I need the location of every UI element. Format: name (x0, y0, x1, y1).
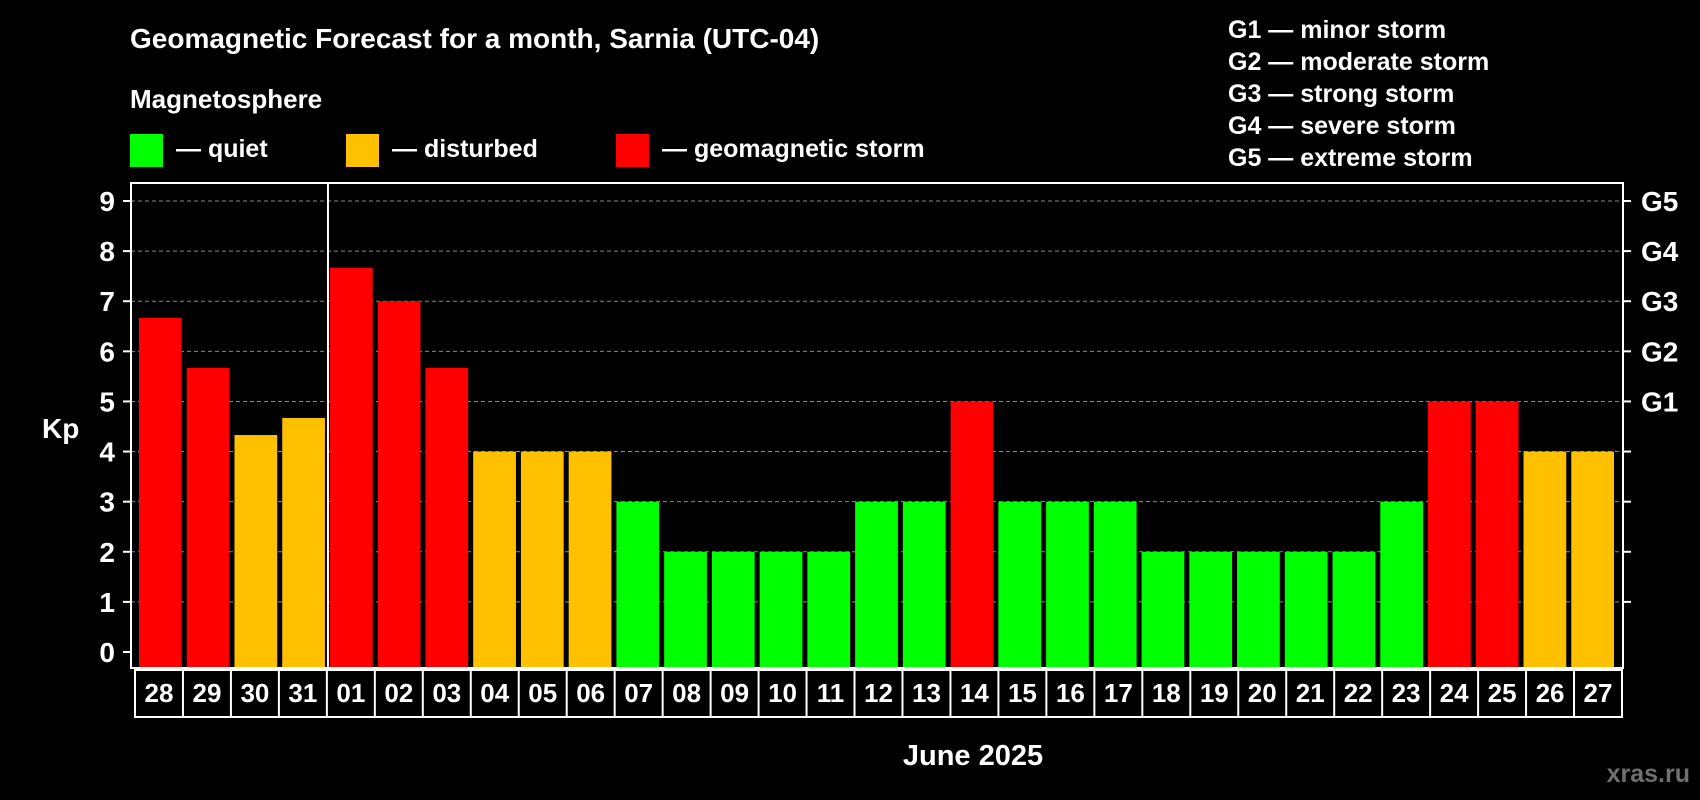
bar-27 (1571, 451, 1614, 668)
x-tick-label-26: 26 (1536, 678, 1565, 708)
legend-label-storm: — geomagnetic storm (662, 135, 925, 163)
y-tick-label-1: 1 (99, 587, 115, 618)
legend: — quiet — disturbed — geomagnetic storm (130, 134, 925, 167)
x-tick-label-17: 17 (1104, 678, 1133, 708)
x-tick-label-22: 22 (1344, 678, 1373, 708)
x-tick-label-16: 16 (1056, 678, 1085, 708)
bar-05 (520, 451, 564, 668)
x-tick-label-24: 24 (1440, 678, 1469, 708)
y-tick-label-8: 8 (99, 236, 115, 267)
x-tick-label-13: 13 (912, 678, 941, 708)
right-tick-label-G3: G3 (1641, 286, 1678, 317)
bar-09 (711, 551, 755, 668)
bar-04 (473, 451, 516, 668)
right-tick-label-G4: G4 (1641, 236, 1679, 267)
storm-scale-g4: G4 — severe storm (1228, 112, 1456, 140)
y-tick-label-5: 5 (99, 386, 115, 417)
x-tick-label-27: 27 (1584, 678, 1613, 708)
x-tick-label-02: 02 (384, 678, 413, 708)
x-tick-label-19: 19 (1200, 678, 1229, 708)
legend-swatch-storm (616, 134, 649, 167)
bar-22 (1332, 551, 1376, 668)
watermark: xras.ru (1607, 760, 1690, 788)
chart-title: Geomagnetic Forecast for a month, Sarnia… (130, 23, 819, 54)
x-tick-label-14: 14 (960, 678, 989, 708)
x-tick-label-20: 20 (1248, 678, 1277, 708)
legend-title: Magnetosphere (130, 84, 322, 114)
y-tick-label-9: 9 (99, 186, 115, 217)
bar-13 (902, 501, 946, 668)
bar-18 (1141, 551, 1185, 668)
bar-14 (950, 401, 994, 668)
x-tick-label-31: 31 (288, 678, 317, 708)
bar-06 (568, 451, 612, 668)
x-tick-label-29: 29 (192, 678, 221, 708)
x-tick-label-09: 09 (720, 678, 749, 708)
bar-31 (282, 417, 325, 668)
bar-15 (998, 501, 1042, 668)
legend-swatch-quiet (130, 134, 163, 167)
storm-scale-g5: G5 — extreme storm (1228, 144, 1473, 172)
bar-12 (855, 501, 898, 668)
x-tick-label-10: 10 (768, 678, 797, 708)
y-axis-label: Kp (42, 413, 79, 444)
bar-28 (139, 317, 182, 668)
x-tick-label-08: 08 (672, 678, 701, 708)
y-tick-label-0: 0 (99, 637, 115, 668)
plot-frame (130, 182, 1624, 669)
x-tick-label-01: 01 (336, 678, 365, 708)
y-tick-label-7: 7 (99, 286, 115, 317)
legend-swatch-disturbed (346, 134, 379, 167)
bar-30 (234, 435, 278, 668)
storm-scale-legend: G1 — minor storm G2 — moderate storm G3 … (1228, 16, 1489, 172)
bar-11 (807, 551, 851, 668)
bar-07 (616, 501, 660, 668)
bar-10 (759, 551, 803, 668)
x-tick-label-25: 25 (1488, 678, 1517, 708)
right-tick-label-G2: G2 (1641, 336, 1678, 367)
bar-29 (186, 367, 230, 668)
right-tick-label-G5: G5 (1641, 186, 1678, 217)
x-tick-label-12: 12 (864, 678, 893, 708)
x-tick-label-23: 23 (1392, 678, 1421, 708)
date-box-frame (134, 669, 1623, 718)
x-tick-label-07: 07 (624, 678, 653, 708)
x-tick-label-28: 28 (145, 678, 174, 708)
y-tick-label-6: 6 (99, 336, 115, 367)
x-tick-label-03: 03 (432, 678, 461, 708)
bar-08 (664, 551, 707, 668)
y-tick-label-3: 3 (99, 487, 115, 518)
bar-23 (1380, 501, 1424, 668)
bar-03 (425, 367, 469, 668)
legend-label-quiet: — quiet (176, 135, 268, 163)
x-tick-label-06: 06 (576, 678, 605, 708)
bar-02 (377, 301, 421, 668)
bar-21 (1284, 551, 1328, 668)
x-tick-label-04: 04 (480, 678, 509, 708)
x-axis-label: June 2025 (903, 740, 1043, 772)
x-tick-label-21: 21 (1296, 678, 1325, 708)
x-tick-label-11: 11 (817, 678, 845, 708)
storm-scale-g3: G3 — strong storm (1228, 80, 1454, 108)
x-tick-label-05: 05 (528, 678, 557, 708)
bar-19 (1189, 551, 1233, 668)
x-tick-label-18: 18 (1152, 678, 1181, 708)
y-tick-label-2: 2 (99, 537, 115, 568)
bar-01 (329, 267, 373, 668)
y-tick-label-4: 4 (99, 437, 115, 468)
bar-26 (1523, 451, 1567, 668)
right-tick-label-G1: G1 (1641, 386, 1678, 417)
legend-label-disturbed: — disturbed (392, 135, 538, 163)
storm-scale-g2: G2 — moderate storm (1228, 48, 1489, 76)
bar-17 (1093, 501, 1137, 668)
x-tick-label-30: 30 (240, 678, 269, 708)
bar-24 (1428, 401, 1471, 668)
bar-20 (1237, 551, 1280, 668)
bar-16 (1046, 501, 1089, 668)
x-tick-label-15: 15 (1008, 678, 1037, 708)
storm-scale-g1: G1 — minor storm (1228, 16, 1446, 44)
bar-25 (1475, 401, 1519, 668)
